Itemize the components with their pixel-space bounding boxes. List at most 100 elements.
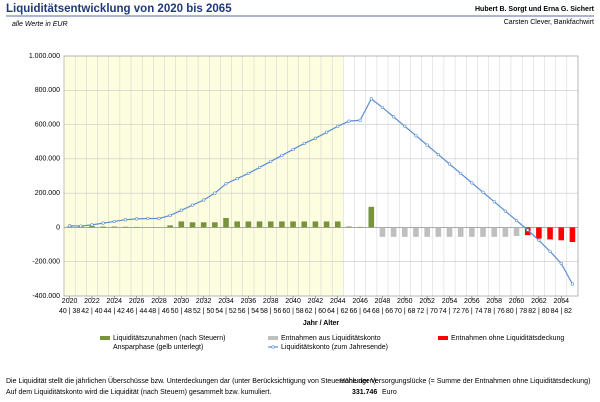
x-tick-label: 2050 xyxy=(397,298,413,305)
point xyxy=(503,209,507,213)
x-tick-label: 2048 xyxy=(375,298,391,305)
legend-swatch xyxy=(268,336,278,340)
bar xyxy=(457,227,464,237)
gap-unit: Euro xyxy=(382,389,397,396)
legend-label: Ansparphase (gelb unterlegt) xyxy=(113,344,203,351)
y-tick-label: 800.000 xyxy=(35,87,60,94)
age-label: 44 | 42 xyxy=(104,308,125,315)
point xyxy=(459,171,463,176)
point xyxy=(123,218,128,222)
bar xyxy=(234,221,240,228)
y-tick-label: 0 xyxy=(56,224,60,231)
age-label: 48 | 46 xyxy=(148,308,169,315)
point xyxy=(179,208,183,212)
age-label: 58 | 56 xyxy=(260,308,281,315)
highlight-band xyxy=(64,56,344,296)
x-axis-label: Jahr / Alter xyxy=(303,320,340,327)
point xyxy=(380,105,385,110)
bar xyxy=(513,227,520,236)
y-tick-label: -200.000 xyxy=(32,259,60,266)
bar xyxy=(223,218,229,228)
age-label: 40 | 38 xyxy=(59,308,80,315)
bar xyxy=(569,227,576,242)
age-label: 68 | 66 xyxy=(372,308,393,315)
bar xyxy=(547,227,553,240)
bar xyxy=(346,226,352,228)
point xyxy=(291,147,295,152)
note: Die Liquidität stellt die jährlichen Übe… xyxy=(6,377,378,385)
advisor: Carsten Clever, Bankfachwirt xyxy=(504,19,594,26)
x-tick-label: 2034 xyxy=(218,298,234,305)
point xyxy=(470,181,474,185)
client: Hubert B. Sorgt und Erna G. Sichert xyxy=(475,6,595,13)
bar xyxy=(178,221,185,228)
bar xyxy=(200,222,207,228)
point xyxy=(414,134,418,138)
x-tick-label: 2062 xyxy=(531,298,547,305)
age-label: 72 | 70 xyxy=(417,308,438,315)
bar xyxy=(167,225,173,228)
y-tick-label: 1.000.000 xyxy=(29,53,60,60)
x-tick-label: 2056 xyxy=(464,298,480,305)
age-label: 42 | 40 xyxy=(81,308,102,315)
gap-label: Höhe der Versorgungslücke (= Summe der E… xyxy=(340,378,590,385)
x-tick-label: 2022 xyxy=(84,298,100,305)
point xyxy=(269,159,273,164)
point xyxy=(202,198,206,202)
bar xyxy=(491,227,497,237)
y-tick-label: 200.000 xyxy=(35,190,60,197)
bar xyxy=(558,227,565,241)
bar xyxy=(89,226,95,228)
point xyxy=(257,165,262,170)
age-label: 60 | 58 xyxy=(282,308,303,315)
bar xyxy=(122,226,129,228)
bar xyxy=(357,226,363,228)
bar xyxy=(469,227,475,237)
point xyxy=(336,124,340,128)
point xyxy=(447,162,452,166)
legend-swatch xyxy=(438,336,448,340)
point xyxy=(157,216,161,221)
point xyxy=(224,182,228,186)
age-label: 80 | 78 xyxy=(506,308,527,315)
point xyxy=(492,200,496,204)
point xyxy=(403,124,407,128)
point xyxy=(436,152,440,157)
x-tick-label: 2042 xyxy=(308,298,324,305)
age-label: 76 | 74 xyxy=(461,308,482,315)
point xyxy=(190,203,195,207)
point xyxy=(67,224,72,228)
point xyxy=(514,218,519,223)
age-label: 84 | 82 xyxy=(551,308,572,315)
subtitle: alle Werte in EUR xyxy=(12,21,68,28)
age-label: 64 | 62 xyxy=(327,308,348,315)
y-tick-label: 400.000 xyxy=(35,156,60,163)
x-tick-label: 2024 xyxy=(106,298,122,305)
legend-label: Entnahmen ohne Liquiditätsdeckung xyxy=(451,335,564,342)
plot-frame xyxy=(63,55,579,297)
point xyxy=(369,97,373,101)
chart-title: Liquiditätsentwicklung von 2020 bis 2065 xyxy=(6,3,232,15)
age-label: 66 | 64 xyxy=(349,308,370,315)
bar xyxy=(480,227,486,237)
age-label: 56 | 54 xyxy=(238,308,259,315)
bar xyxy=(111,226,118,228)
point xyxy=(302,141,306,146)
line xyxy=(69,97,573,285)
point xyxy=(79,224,83,228)
point xyxy=(213,191,217,195)
point xyxy=(280,153,284,158)
bar xyxy=(323,221,330,228)
point xyxy=(246,171,250,176)
legend-label: Liquiditätszunahmen (nach Steuern) xyxy=(113,335,225,342)
bar xyxy=(189,222,196,228)
legend-label: Liquiditätskonto (zum Jahresende) xyxy=(281,344,388,351)
x-tick-label: 2026 xyxy=(129,298,145,305)
x-tick-label: 2052 xyxy=(419,298,435,305)
point xyxy=(526,228,530,232)
point xyxy=(537,238,541,242)
point xyxy=(392,115,396,119)
point xyxy=(101,221,105,225)
x-tick-label: 2058 xyxy=(486,298,502,305)
